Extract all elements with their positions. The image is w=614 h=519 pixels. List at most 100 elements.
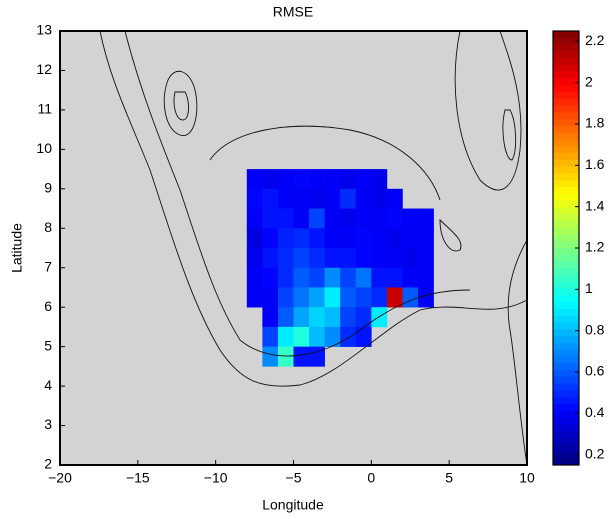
heatmap-cell [293,188,310,209]
heatmap-cell [246,228,263,249]
colorbar-swatch [553,98,579,107]
colorbar-swatch [553,424,579,432]
colorbar-swatch [553,51,579,59]
colorbar-swatch [553,322,579,330]
heatmap-cell [340,326,357,347]
colorbar-swatch [553,186,579,195]
heatmap-cell [277,267,294,288]
heatmap-cell [309,169,325,190]
y-tick-label: 12 [36,61,52,77]
heatmap-cell [418,287,434,308]
colorbar-swatch [553,200,579,208]
y-tick-label: 2 [44,456,52,472]
heatmap-cell [355,248,372,269]
heatmap-cell [262,228,279,249]
heatmap-cell [355,287,372,308]
heatmap-cell [402,287,419,308]
colorbar-swatch [553,37,579,46]
colorbar-swatch [553,85,579,93]
colorbar-swatch [553,342,579,351]
heatmap-cell [262,248,279,269]
heatmap-cell [262,326,279,347]
y-tick-label: 10 [36,140,52,156]
colorbar-swatch [553,417,579,425]
heatmap-cell [246,267,263,288]
heatmap-cell [246,287,263,308]
x-tick-label: −5 [286,470,302,486]
colorbar-swatch [553,241,579,249]
y-tick-label: 6 [44,298,52,314]
heatmap-cell [293,326,310,347]
contours [99,30,528,466]
heatmap-cell [324,169,341,190]
heatmap-cell [262,346,279,367]
colorbar-swatch [553,248,579,256]
x-tick-label: 10 [519,470,535,486]
colorbar-swatch [553,207,579,215]
colorbar-swatch [553,281,579,290]
colorbar-swatch [553,390,579,398]
x-tick-label: 5 [445,470,453,486]
heatmap-cell [293,267,310,288]
colorbar-swatch [553,193,579,202]
colorbar-swatch [553,349,579,357]
heatmap-cell [371,267,388,288]
colorbar-tick-label: 2 [585,73,593,89]
heatmap-cell [309,267,325,288]
colorbar-tick-label: 0.8 [585,321,605,337]
colorbar-swatch [553,220,579,229]
heatmap-cell [386,267,403,288]
heatmap-cell [293,248,310,269]
colorbar-swatch [553,437,579,446]
heatmap-cell [402,267,419,288]
colorbar-swatch [553,363,579,371]
heatmap-cell [246,169,263,190]
heatmap-cell [262,208,279,229]
heatmap-cell [277,346,294,367]
colorbar-swatch [553,58,579,66]
colorbar-swatch [553,295,579,303]
heatmap-cell [371,188,388,209]
x-axis-label: Longitude [262,497,324,513]
colorbar-swatch [553,329,579,337]
heatmap-cell [324,326,341,347]
colorbar-swatch [553,275,579,283]
colorbar-swatch [553,139,579,147]
heatmap-cell [340,287,357,308]
colorbar-swatch [553,71,579,79]
colorbar-swatch [553,268,579,276]
colorbar-swatch [553,44,579,52]
heatmap-cell [355,188,372,209]
colorbar-tick-label: 1.8 [585,115,605,131]
colorbar-swatch [553,92,579,100]
colorbar-swatch [553,146,579,154]
heatmap-cell [355,326,372,347]
x-tick-label: 0 [367,470,375,486]
heatmap-cell [386,208,403,229]
heatmap-cell [246,208,263,229]
heatmap-cell [262,307,279,328]
heatmap-cell [324,188,341,209]
y-tick-label: 13 [36,22,52,38]
heatmap-cell [371,169,388,190]
heatmap-cell [355,307,372,328]
colorbar-swatch [553,78,579,86]
heatmap-cell [246,248,263,269]
heatmap-cell [309,287,325,308]
heatmap-cell [386,228,403,249]
heatmap-cell [262,267,279,288]
colorbar-swatch [553,119,579,127]
heatmap-cell [418,208,434,229]
colorbar-tick-label: 1.2 [585,239,605,255]
heatmap-cell [418,267,434,288]
colorbar-swatch [553,315,579,324]
heatmap-cell [355,169,372,190]
heatmap-cell [386,248,403,269]
colorbar-swatch [553,159,579,168]
heatmap-cell [277,326,294,347]
y-tick-label: 8 [44,219,52,235]
x-tick-label: −15 [126,470,150,486]
heatmap-cell [355,228,372,249]
colorbar-swatch [553,112,579,120]
colorbar-tick-label: 0.4 [585,404,605,420]
